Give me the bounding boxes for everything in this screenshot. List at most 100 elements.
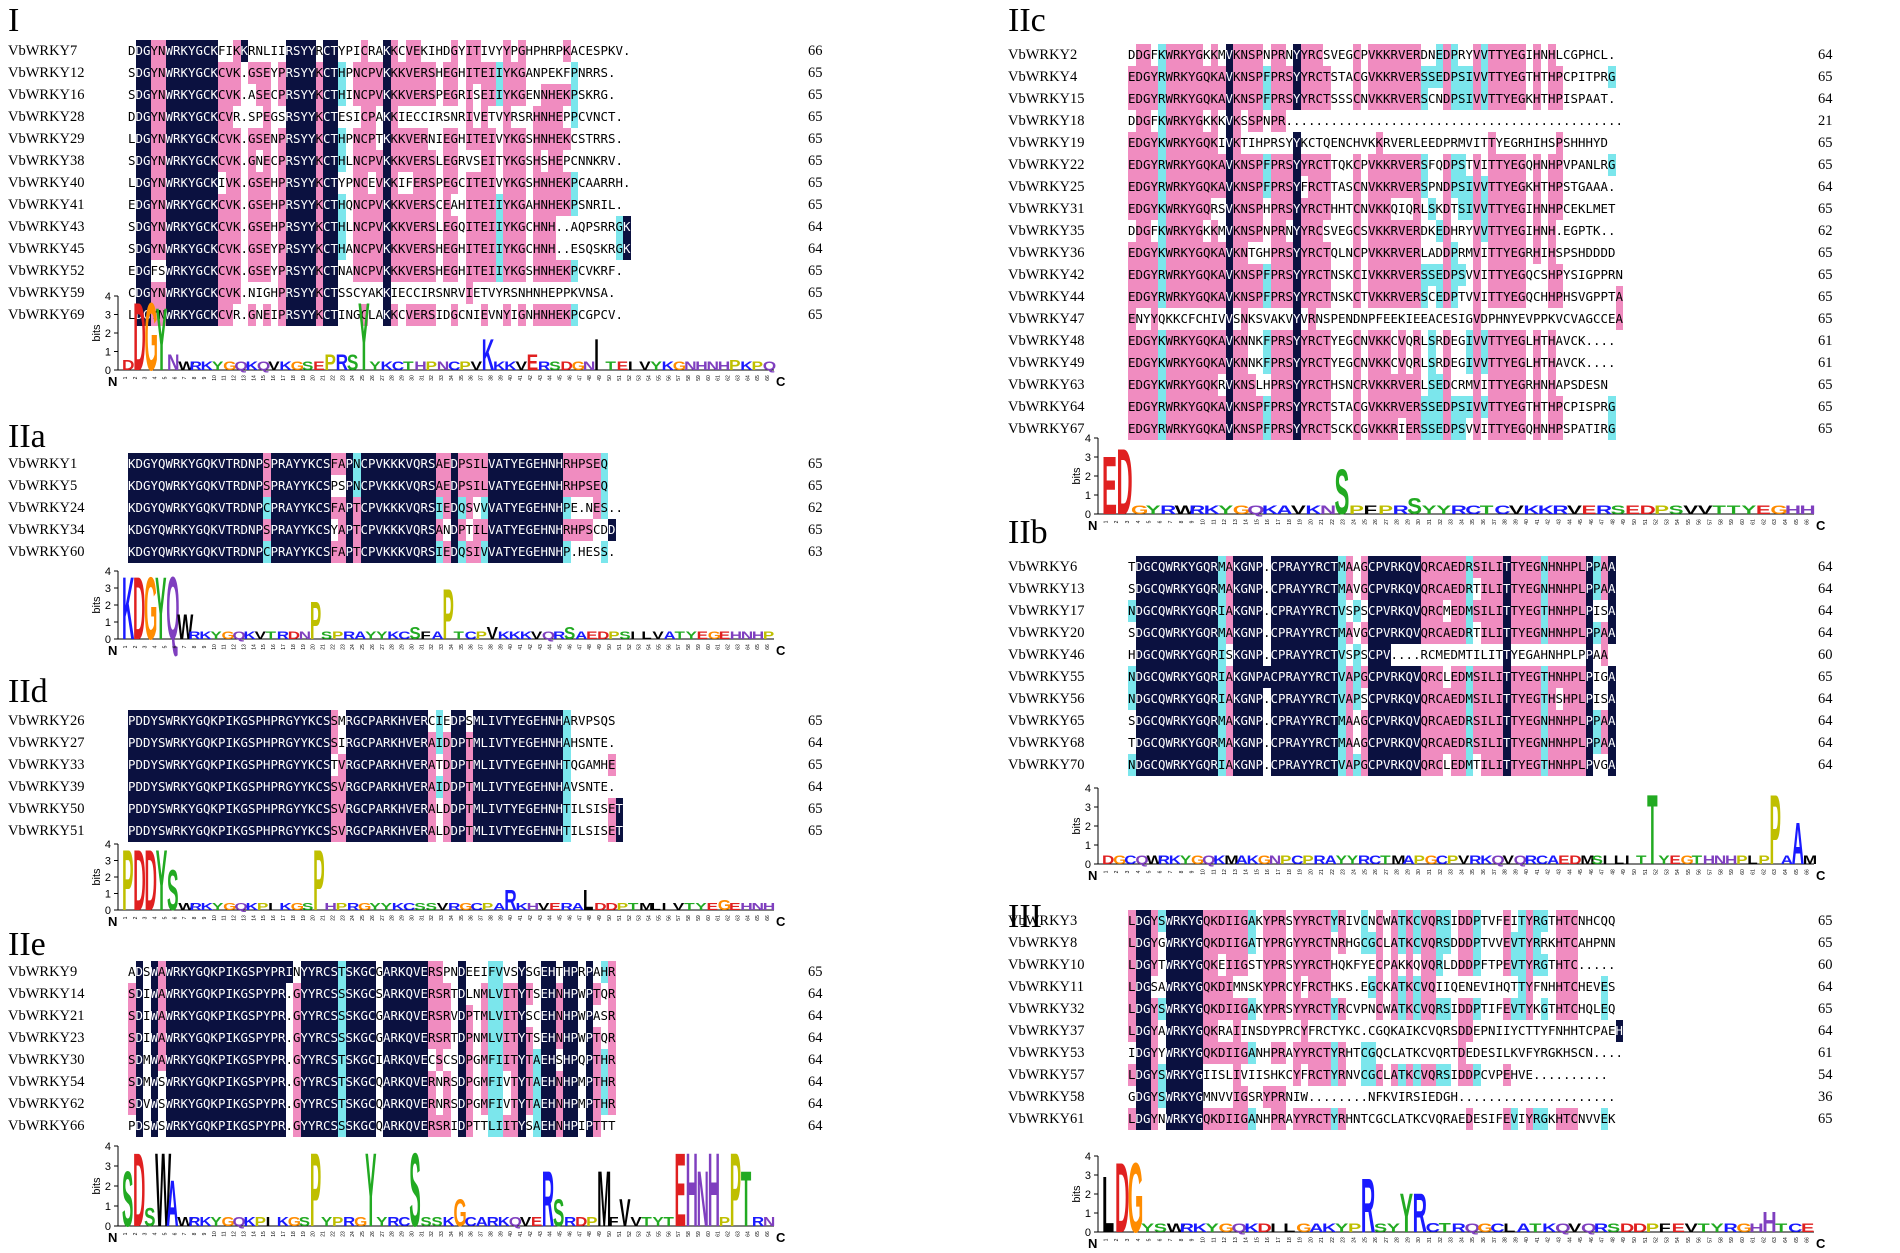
logo-position-tick: 23 [1341, 869, 1347, 875]
logo-letter: Y [1436, 503, 1451, 516]
logo-letter: D [1620, 1222, 1635, 1235]
logo-letter: Q [1491, 854, 1504, 867]
logo-letter: Y [212, 361, 224, 374]
sequence-residues: LDGYAWRKYGQKRAIINSDYPRCYFRCTYKC.CGQKAIKC… [1128, 1020, 1623, 1042]
logo-letter: R [343, 630, 355, 642]
logo-letter: W [177, 1215, 194, 1229]
sequence-length: 64 [1818, 735, 1833, 751]
sequence-name: VbWRKY70 [1008, 757, 1085, 773]
logo-position-tick: 35 [1470, 519, 1476, 525]
logo-letter: Y [365, 1140, 376, 1244]
logo-position-tick: 10 [212, 644, 218, 650]
logo-position-tick: 46 [567, 375, 573, 381]
logo-position-tick: 10 [1200, 869, 1206, 875]
logo-position-tick: 5 [162, 916, 168, 919]
logo-position-tick: 49 [1621, 869, 1627, 875]
logo-letter: P [336, 901, 348, 913]
sequence-length: 65 [1818, 913, 1833, 929]
logo-position-tick: 36 [1481, 519, 1487, 525]
logo-letter: Y [1335, 1222, 1348, 1235]
logo-letter: E [729, 901, 741, 913]
logo-tick-label: 1 [1085, 840, 1091, 852]
logo-letter: D [133, 290, 145, 388]
logo-position-tick: 62 [726, 644, 732, 650]
sequence-length: 64 [1818, 179, 1833, 195]
logo-position-tick: 62 [726, 1231, 732, 1237]
logo-position-tick: 6 [172, 376, 178, 379]
logo-position-tick: 63 [735, 644, 741, 650]
logo-letter: Q [1464, 1222, 1480, 1235]
logo-position-tick: 39 [498, 1231, 504, 1237]
logo-letter: K [392, 901, 405, 913]
sequence-length: 64 [1818, 603, 1833, 619]
sequence-residues: SDMWAWRKYGQKPIKGSPYPR.GYYRCSTSKGCIARKQVE… [128, 1049, 616, 1071]
logo-position-tick: 35 [1470, 1237, 1476, 1243]
logo-letter: Y [155, 565, 166, 657]
logo-letter: Y [1180, 854, 1192, 867]
logo-letter: R [1158, 854, 1171, 867]
logo-letter: V [1291, 503, 1306, 516]
logo-letter: R [560, 901, 572, 913]
logo-position-tick: 57 [1708, 519, 1714, 525]
logo-position-tick: 11 [1211, 869, 1217, 874]
sequence-length: 65 [808, 131, 823, 147]
logo-position-tick: 24 [1352, 1237, 1358, 1243]
logo-letter: H [1762, 1208, 1776, 1239]
logo-letter: H [730, 630, 742, 642]
logo-letter: T [1480, 503, 1494, 516]
sequence-residues: SDVWSWRKYGQKPIKGSPYPR.GYYRCSTSKGCQARKQVE… [128, 1093, 616, 1115]
logo-position-tick: 42 [1546, 869, 1552, 875]
logo-letter: A [354, 630, 366, 642]
logo-position-tick: 33 [439, 644, 445, 650]
logo-letter: E [527, 351, 539, 376]
logo-position-tick: 50 [1632, 519, 1638, 525]
logo-position-tick: 51 [617, 1231, 623, 1237]
logo-letter: Q [233, 1215, 246, 1229]
logo-position-tick: 65 [1794, 869, 1800, 875]
logo-position-tick: 20 [1308, 869, 1314, 875]
logo-letter: V [437, 901, 449, 913]
logo-position-tick: 47 [577, 375, 583, 381]
logo-position-tick: 16 [1265, 519, 1271, 525]
logo-n-label: N [108, 1230, 117, 1244]
sequence-residues: HDGCQWRKYGQRISKGNP.CPRAYYRCTVSPSCPV....R… [1128, 644, 1608, 666]
logo-position-tick: 19 [1298, 869, 1304, 875]
logo-letter: A [493, 901, 505, 913]
sequence-length: 64 [1818, 757, 1833, 773]
logo-letter: I [1270, 1222, 1276, 1235]
logo-position-tick: 48 [1610, 869, 1616, 875]
logo-position-tick: 48 [587, 644, 593, 650]
logo-letter: P [442, 574, 453, 654]
sequence-residues: EDGYRWRKYGQKAVKNSPFPRSYYRCTSSSCNVKKRVERS… [1128, 88, 1616, 110]
logo-position-tick: 42 [528, 915, 534, 921]
logo-position-tick: 27 [1384, 519, 1390, 525]
logo-position-tick: 35 [459, 1231, 465, 1237]
logo-letter: D [133, 838, 145, 928]
logo-position-tick: 22 [330, 644, 336, 650]
logo-position-tick: 31 [419, 1231, 425, 1237]
logo-tick-label: 3 [105, 583, 111, 595]
logo-letter: H [763, 901, 775, 913]
logo-letter: E [1669, 854, 1681, 867]
logo-position-tick: 49 [597, 915, 603, 921]
logo-letter: P [617, 901, 629, 913]
logo-letter: Y [686, 630, 698, 642]
logo-position-tick: 62 [1761, 519, 1767, 525]
sequence-length: 60 [1818, 647, 1833, 663]
logo-position-tick: 59 [696, 915, 702, 921]
sequence-name: VbWRKY45 [8, 241, 85, 257]
logo-position-tick: 60 [706, 375, 712, 381]
logo-letter: C [392, 361, 405, 374]
logo-letter: G [1113, 854, 1126, 867]
sequence-name: VbWRKY64 [1008, 399, 1085, 415]
logo-position-tick: 17 [281, 1231, 287, 1237]
logo-letter: T [628, 901, 639, 913]
logo-position-tick: 53 [1664, 519, 1670, 525]
logo-position-tick: 53 [1664, 869, 1670, 875]
logo-position-tick: 63 [1772, 1237, 1778, 1243]
sequence-name: VbWRKY7 [8, 43, 78, 59]
logo-position-tick: 44 [1567, 1237, 1573, 1243]
logo-position-tick: 7 [182, 1232, 188, 1235]
